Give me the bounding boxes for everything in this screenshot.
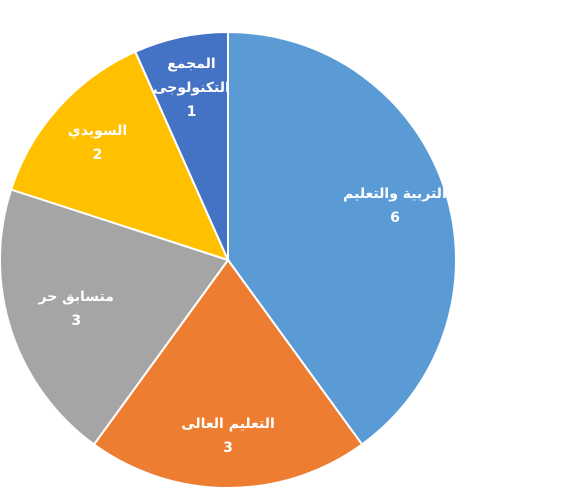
slice-label: السويدي 2 (43, 119, 153, 167)
value-label: 6 (390, 209, 400, 226)
slice-label: متسابق حر 3 (21, 285, 131, 333)
value-label: 2 (92, 146, 103, 163)
category-label: التعليم العالى (181, 415, 275, 432)
value-label: 3 (223, 439, 233, 456)
pie-slice (227, 30, 457, 446)
pie-slice (133, 30, 229, 261)
value-label: 1 (186, 104, 197, 121)
pie-slice (92, 258, 364, 489)
category-label: السويدي (67, 122, 128, 139)
value-label: 3 (71, 313, 82, 330)
category-label: متسابق حر (38, 289, 114, 306)
slice-label: المجمع التكنولوجى 1 (136, 52, 246, 124)
pie-slice (0, 188, 230, 446)
slice-label: التعليم العالى 3 (173, 412, 283, 460)
category-label: المجمع التكنولوجى (153, 56, 230, 97)
pie-slice (9, 50, 230, 262)
slice-label: التربية والتعليم 6 (340, 182, 450, 230)
category-label: التربية والتعليم (343, 185, 447, 202)
